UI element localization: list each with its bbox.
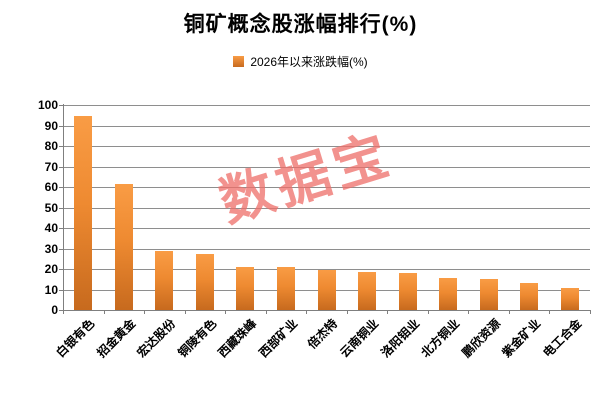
gridline <box>63 166 590 168</box>
y-axis <box>63 104 64 310</box>
x-tick <box>508 310 510 314</box>
x-tick <box>265 310 267 314</box>
category-label: 白银有色 <box>53 316 98 361</box>
y-tick <box>59 248 63 250</box>
legend: 2026年以来涨跌幅(%) <box>0 54 601 69</box>
x-tick <box>387 310 389 314</box>
category-label: 鹏欣资源 <box>458 316 503 361</box>
category-label: 西藏珠峰 <box>215 316 260 361</box>
legend-label: 2026年以来涨跌幅(%) <box>250 54 368 69</box>
y-tick-label: 100 <box>37 98 58 112</box>
y-tick-label: 20 <box>44 262 58 276</box>
y-tick-label: 90 <box>44 118 58 133</box>
bar <box>236 266 255 310</box>
chart-title: 铜矿概念股涨幅排行(%) <box>183 13 418 36</box>
gridline <box>63 187 590 188</box>
category-label: 倍杰特 <box>305 316 341 352</box>
gridline <box>63 228 590 229</box>
y-tick <box>59 166 63 168</box>
x-tick <box>427 310 429 314</box>
watermark: 数据宝 <box>212 124 400 234</box>
category-label: 电工合金 <box>540 316 584 361</box>
bar <box>195 254 214 310</box>
x-tick <box>144 310 146 314</box>
bar <box>74 116 93 310</box>
x-tick <box>468 310 470 314</box>
y-tick-label: 50 <box>44 200 58 215</box>
y-tick-label: 80 <box>44 139 58 153</box>
category-label: 紫金矿业 <box>499 316 544 361</box>
gridline <box>63 269 590 270</box>
y-tick-label: 30 <box>44 241 58 256</box>
x-tick <box>184 310 186 314</box>
y-tick <box>59 125 63 127</box>
x-tick <box>103 310 105 314</box>
y-tick <box>59 228 63 229</box>
category-label: 西部矿业 <box>256 316 301 361</box>
y-tick <box>59 289 63 291</box>
category-label: 铜陵有色 <box>175 316 220 361</box>
gridline <box>63 105 590 106</box>
gridline <box>63 146 590 147</box>
bar <box>479 279 498 310</box>
gridline <box>63 125 590 127</box>
bar <box>317 269 336 310</box>
y-tick <box>59 187 63 188</box>
category-label: 云南铜业 <box>337 316 382 361</box>
x-axis <box>63 310 591 311</box>
bar <box>276 267 295 310</box>
bar <box>155 250 174 310</box>
gridline <box>63 207 590 209</box>
x-tick <box>346 310 348 314</box>
category-label: 宏达股份 <box>134 316 179 361</box>
y-tick <box>59 269 63 270</box>
y-tick <box>59 146 63 147</box>
x-tick <box>590 310 591 314</box>
y-tick-label: 40 <box>44 221 58 235</box>
y-tick-label: 0 <box>51 303 58 317</box>
y-tick-label: 10 <box>44 282 58 297</box>
bar <box>439 278 458 310</box>
bar <box>114 184 133 310</box>
x-tick <box>63 310 64 314</box>
x-tick <box>306 310 308 314</box>
bar <box>358 272 377 310</box>
gridline <box>63 248 590 250</box>
category-label: 北方铜业 <box>418 316 463 361</box>
bar <box>560 288 579 310</box>
x-tick <box>549 310 551 314</box>
category-label: 招金黄金 <box>94 316 139 361</box>
y-tick <box>59 105 63 106</box>
category-label: 洛阳钼业 <box>377 316 422 361</box>
x-tick <box>225 310 227 314</box>
bar <box>520 282 539 310</box>
y-tick-label: 60 <box>44 180 58 194</box>
y-tick-label: 70 <box>44 159 58 174</box>
y-tick <box>59 207 63 209</box>
legend-swatch-icon <box>233 55 245 67</box>
y-tick <box>59 310 63 311</box>
bar <box>398 273 417 310</box>
